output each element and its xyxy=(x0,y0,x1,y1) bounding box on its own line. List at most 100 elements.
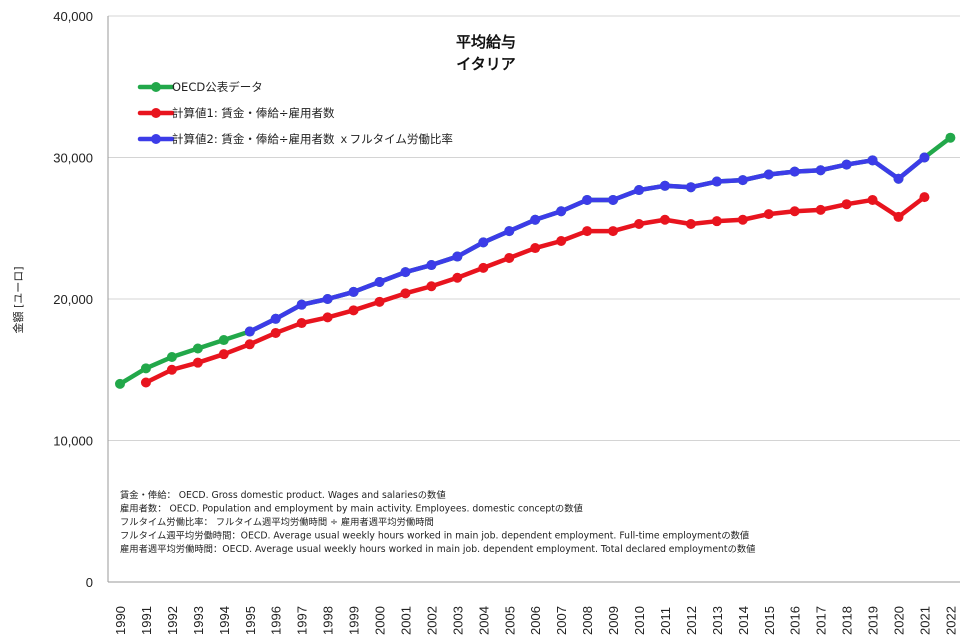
data-point xyxy=(322,312,333,323)
data-point xyxy=(582,226,593,237)
data-point xyxy=(166,364,177,375)
data-point xyxy=(659,180,670,191)
data-point xyxy=(867,155,878,166)
data-point xyxy=(737,214,748,225)
data-point xyxy=(841,199,852,210)
x-tick-label: 1996 xyxy=(269,606,284,635)
source-note: 雇用者週平均労働時間：OECD. Average usual weekly ho… xyxy=(120,543,755,555)
data-point xyxy=(530,214,541,225)
data-point xyxy=(270,313,281,324)
series-line xyxy=(143,194,927,385)
data-point xyxy=(115,378,125,389)
x-tick-label: 2004 xyxy=(476,606,491,635)
x-tick-label: 2000 xyxy=(373,606,388,635)
data-point xyxy=(763,169,774,180)
x-tick-label: 2005 xyxy=(502,606,517,635)
series-3 xyxy=(244,152,930,337)
x-tick-label: 2009 xyxy=(606,606,621,635)
x-tick-label: 1992 xyxy=(165,606,180,635)
data-point xyxy=(634,219,644,230)
source-note: 雇用者数： OECD. Population and employment by… xyxy=(120,503,583,515)
x-tick-label: 1991 xyxy=(139,606,154,635)
y-tick-label: 40,000 xyxy=(53,9,93,24)
x-tick-label: 1998 xyxy=(321,606,336,635)
data-point xyxy=(426,260,437,271)
data-point xyxy=(296,299,307,310)
legend-marker xyxy=(151,108,161,118)
chart-title: 平均給与 xyxy=(456,33,516,51)
data-point xyxy=(218,349,229,360)
data-point xyxy=(608,226,619,237)
legend-entry: 計算値1: 賃金・俸給÷雇用者数 xyxy=(137,106,335,120)
legend-entry: 計算値2: 賃金・俸給÷雇用者数 ｘフルタイム労働比率 xyxy=(137,132,453,146)
data-point xyxy=(504,226,515,237)
data-point xyxy=(608,194,619,205)
data-point xyxy=(685,219,696,230)
legend-entry: OECD公表データ xyxy=(137,80,263,94)
data-point xyxy=(192,343,203,354)
data-point xyxy=(400,267,411,278)
data-point xyxy=(556,235,567,246)
data-point xyxy=(945,132,956,143)
source-note: 賃金・俸給： OECD. Gross domestic product. Wag… xyxy=(120,489,446,501)
series-1 xyxy=(115,132,956,389)
source-note: フルタイム労働比率： フルタイム週平均労働時間 ÷ 雇用者週平均労働時間 xyxy=(120,516,434,528)
data-point xyxy=(685,182,696,193)
x-tick-label: 2016 xyxy=(788,606,803,635)
data-point xyxy=(400,288,411,299)
legend-marker xyxy=(151,82,161,92)
x-tick-label: 2003 xyxy=(450,606,465,635)
data-point xyxy=(841,159,852,170)
data-point xyxy=(452,251,463,262)
legend-marker xyxy=(151,134,161,144)
x-tick-label: 2007 xyxy=(554,606,569,635)
data-point xyxy=(711,176,722,187)
data-point xyxy=(140,363,151,374)
x-tick-label: 2011 xyxy=(658,607,673,635)
data-point xyxy=(478,262,489,273)
data-point xyxy=(919,192,930,203)
x-tick-label: 2006 xyxy=(528,606,543,635)
x-tick-label: 2021 xyxy=(917,606,932,635)
x-tick-label: 2018 xyxy=(840,606,855,635)
data-point xyxy=(296,318,307,329)
x-tick-label: 2015 xyxy=(762,606,777,635)
data-point xyxy=(789,206,800,217)
chart-subtitle: イタリア xyxy=(456,55,515,73)
x-tick-label: 2010 xyxy=(632,606,647,635)
data-point xyxy=(893,211,904,222)
data-point xyxy=(530,243,541,254)
data-point xyxy=(140,377,151,388)
data-point xyxy=(244,339,255,350)
x-tick-label: 2022 xyxy=(943,606,958,635)
x-tick-label: 2014 xyxy=(736,606,751,635)
data-point xyxy=(322,294,333,304)
x-tick-label: 2019 xyxy=(866,606,881,635)
y-tick-label: 10,000 xyxy=(53,434,93,449)
legend-label: OECD公表データ xyxy=(172,80,263,94)
y-tick-label: 0 xyxy=(86,575,93,590)
legend-label: 計算値2: 賃金・俸給÷雇用者数 ｘフルタイム労働比率 xyxy=(172,132,453,146)
x-tick-label: 1997 xyxy=(295,606,310,635)
data-point xyxy=(192,357,203,368)
x-tick-label: 1999 xyxy=(347,606,362,635)
data-point xyxy=(867,194,878,205)
data-point xyxy=(374,296,385,307)
x-tick-label: 2020 xyxy=(892,606,907,635)
y-tick-label: 30,000 xyxy=(53,151,93,166)
series-line xyxy=(247,155,927,334)
x-tick-label: 2001 xyxy=(398,606,413,635)
data-point xyxy=(789,166,800,177)
data-point xyxy=(452,272,463,283)
data-point xyxy=(711,216,722,227)
data-point xyxy=(815,204,826,215)
y-tick-label: 20,000 xyxy=(53,292,93,307)
x-tick-label: 2017 xyxy=(814,606,829,635)
data-point xyxy=(556,206,567,217)
data-point xyxy=(244,326,255,337)
data-point xyxy=(737,175,748,186)
data-point xyxy=(218,335,229,346)
x-tick-label: 2012 xyxy=(684,606,699,635)
data-point xyxy=(426,281,437,292)
